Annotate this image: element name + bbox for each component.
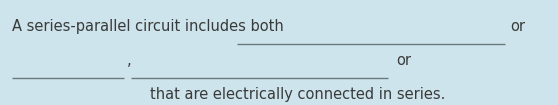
Text: or: or [396,53,411,68]
Text: ,: , [127,53,132,68]
Text: or: or [511,19,526,34]
Text: that are electrically connected in series.: that are electrically connected in serie… [150,87,445,102]
Text: A series-parallel circuit includes both: A series-parallel circuit includes both [12,19,288,34]
